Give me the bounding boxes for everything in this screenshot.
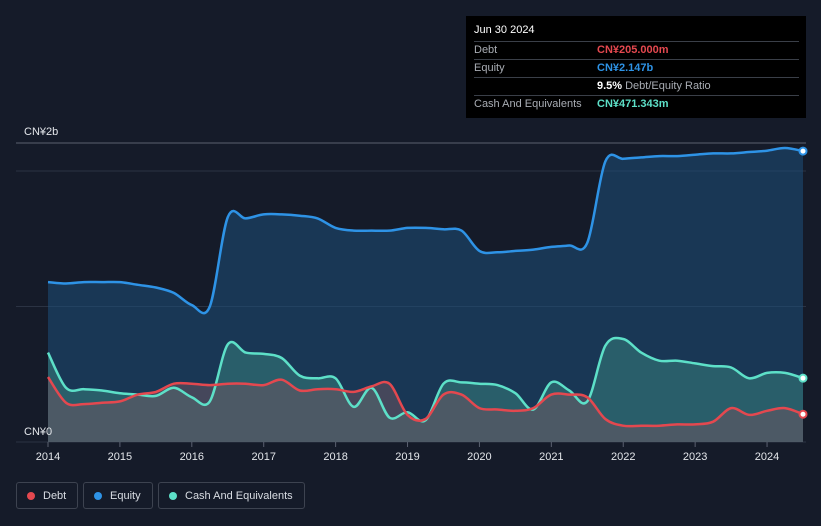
legend: Debt Equity Cash And Equivalents [16,482,310,509]
legend-item-equity[interactable]: Equity [83,482,153,509]
x-tick-label: 2024 [755,451,779,463]
x-tick-label: 2019 [395,451,419,463]
legend-item-debt[interactable]: Debt [16,482,78,509]
tooltip-row-cash: Cash And Equivalents CN¥471.343m [474,95,799,113]
series-areas [48,147,803,442]
tooltip-cash-value: CN¥471.343m [597,98,669,110]
cash-dot-icon [169,491,177,500]
cash-and-equivalents-end-marker [798,373,808,383]
y-axis: CN¥2b CN¥0 [24,126,58,438]
x-tick-label: 2023 [683,451,707,463]
equity-dot-icon [94,491,102,500]
y-tick-label: CN¥2b [24,126,58,138]
tooltip-ratio-label [474,78,597,95]
x-tick-label: 2022 [611,451,635,463]
tooltip-date: Jun 30 2024 [474,24,535,36]
tooltip-row-debt: Debt CN¥205.000m [474,41,799,59]
equity-end-marker [798,146,808,156]
tooltip-row-equity: Equity CN¥2.147b [474,59,799,77]
legend-label-cash: Cash And Equivalents [185,489,293,502]
tooltip-equity-label: Equity [474,62,505,74]
x-tick-label: 2014 [36,451,60,463]
tooltip-ratio-value: 9.5% [597,80,623,92]
legend-label-equity: Equity [110,489,141,502]
tooltip-row-ratio: 9.5% Debt/Equity Ratio [474,77,799,95]
tooltip-debt-value: CN¥205.000m [597,44,669,56]
x-axis: 2014 2015 2016 2017 2018 2019 2020 2021 2022 2023… [36,442,779,463]
equity-area [48,147,803,442]
tooltip-debt-label: Debt [474,44,498,56]
x-tick-label: 2016 [180,451,204,463]
debt-area [48,377,803,442]
tooltip-cash-label: Cash And Equivalents [474,98,582,110]
x-tick-label: 2015 [108,451,132,463]
series-lines [46,146,804,428]
x-tick-label: 2017 [251,451,275,463]
tooltip-ratio-caption: Debt/Equity Ratio [625,80,711,92]
debt-end-marker [798,409,808,419]
equity-line [47,146,804,315]
tooltip: Jun 30 2024 Debt CN¥205.000m Equity CN¥2… [466,16,806,118]
y-tick-label: CN¥0 [24,426,52,438]
x-tick-label: 2021 [539,451,563,463]
legend-item-cash[interactable]: Cash And Equivalents [158,482,305,509]
debt-dot-icon [27,491,35,500]
x-tick-label: 2020 [467,451,491,463]
x-tick-label: 2018 [323,451,347,463]
debt-line [46,376,804,428]
tooltip-equity-value: CN¥2.147b [597,62,654,74]
end-markers [798,146,808,419]
legend-label-debt: Debt [43,489,67,502]
